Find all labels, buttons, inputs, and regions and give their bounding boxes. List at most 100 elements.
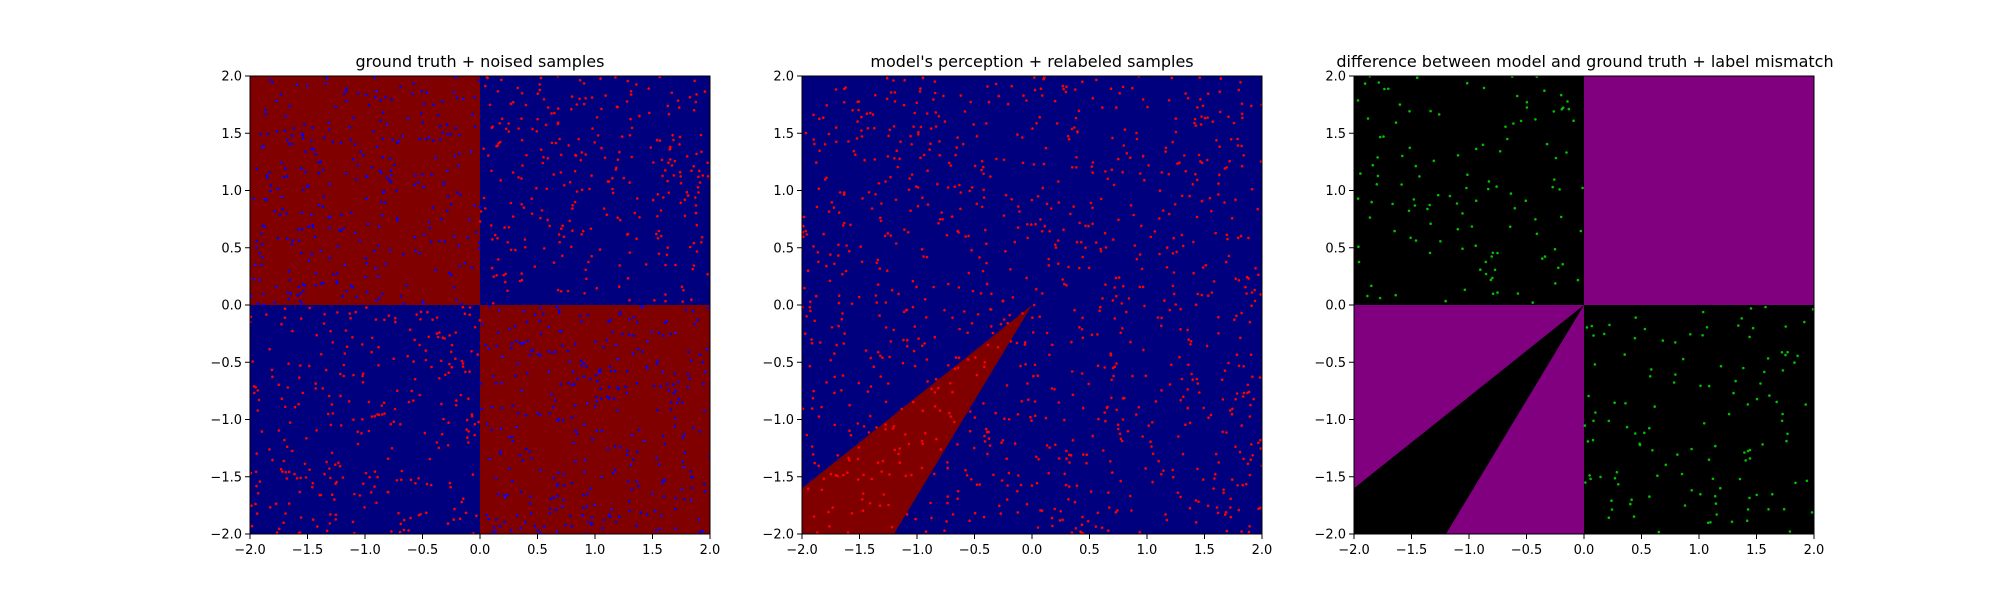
sample-point bbox=[365, 306, 368, 309]
sample-point bbox=[1079, 530, 1082, 533]
sample-point bbox=[909, 209, 912, 212]
sample-point bbox=[857, 381, 861, 385]
sample-point bbox=[1241, 116, 1244, 120]
x-tick-label: −1.5 bbox=[292, 543, 324, 558]
sample-point bbox=[342, 374, 346, 378]
sample-point bbox=[1191, 183, 1195, 186]
sample-point bbox=[915, 185, 918, 188]
sample-point bbox=[579, 158, 583, 162]
sample-point bbox=[656, 359, 659, 363]
sample-point bbox=[812, 138, 815, 141]
sample-point bbox=[1250, 304, 1253, 308]
sample-point bbox=[919, 156, 922, 160]
sample-point bbox=[1063, 418, 1066, 422]
sample-point bbox=[1220, 378, 1224, 382]
sample-point bbox=[1566, 100, 1569, 103]
sample-point bbox=[1011, 296, 1015, 299]
sample-point bbox=[418, 137, 422, 141]
sample-point bbox=[1412, 198, 1416, 201]
sample-point bbox=[373, 249, 376, 253]
sample-point bbox=[1572, 119, 1575, 122]
sample-point bbox=[1377, 81, 1381, 84]
sample-point bbox=[1680, 472, 1684, 476]
sample-point bbox=[300, 211, 304, 214]
sample-point bbox=[1103, 411, 1106, 414]
sample-point bbox=[875, 261, 879, 265]
sample-point bbox=[298, 490, 302, 494]
sample-point bbox=[1258, 376, 1262, 379]
sample-point bbox=[980, 205, 984, 209]
y-tick-label: 1.5 bbox=[221, 127, 242, 142]
sample-point bbox=[1119, 479, 1122, 483]
sample-point bbox=[943, 529, 946, 532]
sample-point bbox=[940, 211, 943, 214]
sample-point bbox=[849, 223, 852, 227]
sample-point bbox=[974, 356, 977, 359]
sample-point bbox=[1186, 328, 1189, 332]
sample-point bbox=[435, 316, 439, 319]
sample-point bbox=[804, 131, 808, 135]
sample-point bbox=[296, 294, 299, 297]
sample-point bbox=[1506, 137, 1509, 141]
sample-point bbox=[1623, 353, 1626, 356]
sample-point bbox=[287, 142, 291, 146]
sample-point bbox=[924, 530, 928, 533]
sample-point bbox=[703, 90, 707, 93]
sample-point bbox=[419, 112, 423, 115]
sample-point bbox=[1702, 422, 1706, 425]
sample-point bbox=[1029, 415, 1032, 419]
sample-point bbox=[580, 151, 584, 154]
sample-point bbox=[1223, 513, 1227, 516]
sample-point bbox=[660, 234, 663, 238]
sample-point bbox=[1484, 260, 1488, 264]
sample-point bbox=[311, 225, 315, 229]
sample-point bbox=[301, 133, 305, 137]
sample-point bbox=[1087, 266, 1091, 270]
sample-point bbox=[1664, 463, 1668, 467]
sample-point bbox=[311, 223, 314, 227]
sample-point bbox=[345, 345, 349, 349]
sample-point bbox=[681, 300, 684, 303]
sample-point bbox=[1206, 92, 1210, 95]
sample-point bbox=[878, 314, 881, 317]
sample-point bbox=[595, 429, 598, 433]
sample-point bbox=[1030, 223, 1033, 226]
sample-point bbox=[509, 248, 513, 252]
sample-point bbox=[286, 291, 290, 294]
sample-point bbox=[1118, 432, 1122, 436]
sample-point bbox=[373, 76, 377, 80]
sample-point bbox=[323, 472, 326, 476]
sample-point bbox=[544, 123, 548, 127]
sample-point bbox=[1053, 388, 1056, 391]
sample-point bbox=[351, 336, 354, 339]
sample-point bbox=[903, 78, 906, 82]
sample-point bbox=[614, 369, 617, 373]
sample-point bbox=[1156, 316, 1160, 319]
sample-point bbox=[389, 180, 393, 184]
sample-point bbox=[367, 400, 371, 404]
sample-point bbox=[810, 338, 813, 341]
sample-point bbox=[1194, 499, 1198, 502]
sample-point bbox=[1189, 340, 1193, 343]
sample-point bbox=[692, 241, 696, 245]
sample-point bbox=[656, 237, 660, 240]
sample-point bbox=[307, 225, 310, 228]
sample-point bbox=[391, 138, 394, 141]
sample-point bbox=[949, 164, 952, 167]
sample-point bbox=[1429, 109, 1432, 113]
sample-point bbox=[598, 248, 602, 251]
sample-point bbox=[254, 263, 257, 267]
sample-point bbox=[339, 394, 342, 398]
sample-point bbox=[539, 76, 543, 80]
sample-point bbox=[856, 478, 860, 481]
sample-point bbox=[925, 255, 929, 259]
sample-point bbox=[1259, 293, 1262, 296]
sample-point bbox=[427, 335, 431, 339]
sample-point bbox=[1587, 394, 1590, 398]
sample-point bbox=[669, 401, 673, 404]
sample-point bbox=[1709, 521, 1712, 524]
sample-point bbox=[1209, 413, 1213, 417]
sample-point bbox=[1034, 222, 1037, 226]
sample-point bbox=[379, 119, 383, 122]
sample-point bbox=[959, 207, 962, 211]
